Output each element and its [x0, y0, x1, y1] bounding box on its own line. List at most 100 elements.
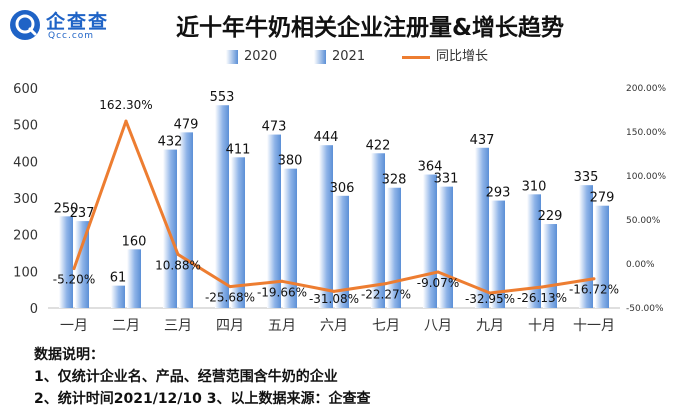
x-tick-label: 一月	[60, 318, 88, 334]
bar-2020	[579, 185, 593, 308]
y-left-tick-label: 0	[30, 302, 38, 317]
x-tick-label: 四月	[216, 318, 244, 334]
growth-label: 162.30%	[99, 98, 152, 112]
growth-label: -19.66%	[257, 285, 307, 299]
y-right-tick-label: 200.00%	[626, 84, 666, 94]
data-label-2021: 160	[122, 234, 147, 249]
bar-2021	[335, 195, 349, 308]
legend-swatch-growth	[402, 56, 430, 59]
legend-swatch-2021	[314, 50, 326, 64]
x-tick-label: 五月	[268, 318, 296, 334]
y-left-tick-label: 600	[13, 82, 38, 97]
legend-label-2021: 2021	[332, 49, 366, 64]
notes-heading: 数据说明：	[34, 347, 104, 363]
data-label-2021: 411	[226, 142, 251, 157]
data-label-2020: 61	[110, 271, 127, 286]
data-label-2020: 437	[470, 133, 495, 148]
x-tick-label: 十一月	[573, 318, 615, 334]
bar-2020	[215, 105, 229, 308]
y-left-tick-label: 100	[13, 265, 38, 280]
growth-point	[384, 282, 388, 286]
x-tick-label: 三月	[164, 318, 192, 334]
x-tick-label: 八月	[424, 318, 452, 334]
data-label-2021: 479	[174, 117, 199, 132]
data-label-2020: 335	[574, 170, 599, 185]
x-tick-label: 九月	[476, 318, 504, 334]
bar-2020	[111, 285, 125, 308]
data-label-2021: 237	[70, 206, 95, 221]
x-tick-label: 七月	[372, 318, 400, 334]
growth-label: -22.27%	[361, 288, 411, 302]
growth-label: -32.95%	[465, 292, 515, 306]
growth-label: -31.08%	[309, 292, 359, 306]
y-left-tick-label: 200	[13, 229, 38, 244]
growth-point	[540, 285, 544, 289]
bar-2020	[527, 194, 541, 308]
bar-2020	[319, 145, 333, 308]
data-label-2020: 553	[210, 90, 235, 105]
growth-label: -26.13%	[517, 291, 567, 305]
bar-2020	[59, 216, 73, 308]
bar-2020	[163, 149, 177, 308]
y-left-tick-label: 400	[13, 155, 38, 170]
notes-line-2: 2、统计时间2021/12/10 3、以上数据来源：企查查	[34, 391, 371, 407]
bar-2020	[267, 134, 281, 308]
chart-title: 近十年牛奶相关企业注册量&增长趋势	[175, 15, 565, 41]
data-label-2021: 229	[538, 209, 563, 224]
x-tick-label: 二月	[112, 318, 140, 334]
growth-point	[72, 267, 76, 271]
growth-point	[280, 279, 284, 283]
growth-line	[72, 119, 595, 295]
x-tick-label: 六月	[320, 318, 348, 334]
bar-2021	[127, 249, 141, 308]
bar-2020	[475, 147, 489, 308]
data-label-2021: 328	[382, 173, 407, 188]
legend-label-2020: 2020	[244, 49, 278, 64]
qcc-logo-icon	[10, 10, 40, 40]
brand-name-en: Qcc.com	[48, 31, 95, 41]
brand-name-cn: 企查查	[46, 11, 110, 33]
growth-point	[176, 252, 180, 256]
bar-2021	[231, 157, 245, 308]
growth-label: -5.20%	[53, 273, 95, 287]
y-right-tick-label: 100.00%	[626, 172, 666, 182]
data-label-2020: 422	[366, 138, 391, 153]
growth-point	[228, 285, 232, 289]
y-left-tick-label: 300	[13, 192, 38, 207]
data-label-2020: 432	[158, 135, 183, 150]
data-label-2020: 444	[314, 130, 339, 145]
x-tick-label: 十月	[528, 318, 556, 334]
growth-label: -9.07%	[417, 276, 459, 290]
bar-2021	[491, 200, 505, 308]
growth-point	[124, 119, 128, 123]
growth-label: -16.72%	[569, 283, 619, 297]
legend-swatch-2020	[226, 50, 238, 64]
bar-2021	[179, 132, 193, 308]
bar-2021	[595, 205, 609, 308]
bar-2021	[75, 221, 89, 308]
y-right-tick-label: -50.00%	[626, 304, 664, 314]
data-label-2021: 306	[330, 181, 355, 196]
growth-label: -25.68%	[205, 291, 255, 305]
data-label-2020: 250	[54, 201, 79, 216]
growth-point	[488, 291, 492, 295]
data-label-2021: 331	[434, 172, 459, 187]
legend-label-growth: 同比增长	[436, 49, 489, 64]
y-right-tick-label: 50.00%	[626, 216, 661, 226]
growth-point	[332, 289, 336, 293]
data-label-2021: 380	[278, 154, 303, 169]
y-right-tick-label: 150.00%	[626, 128, 666, 138]
notes-line-1: 1、仅统计企业名、产品、经营范围含牛奶的企业	[34, 369, 338, 385]
data-label-2021: 293	[486, 186, 511, 201]
data-notes: 数据说明： 1、仅统计企业名、产品、经营范围含牛奶的企业 2、统计时间2021/…	[34, 344, 371, 410]
growth-point	[436, 270, 440, 274]
y-right-tick-label: 0.00%	[626, 260, 655, 270]
brand-logo: 企查查 Qcc.com	[8, 6, 120, 46]
data-label-2020: 364	[418, 160, 443, 175]
data-label-2020: 310	[522, 179, 547, 194]
growth-label: 10.88%	[155, 258, 201, 272]
bar-2020	[371, 153, 385, 308]
y-left-tick-label: 500	[13, 119, 38, 134]
growth-point	[592, 277, 596, 281]
bar-2021	[387, 187, 401, 308]
